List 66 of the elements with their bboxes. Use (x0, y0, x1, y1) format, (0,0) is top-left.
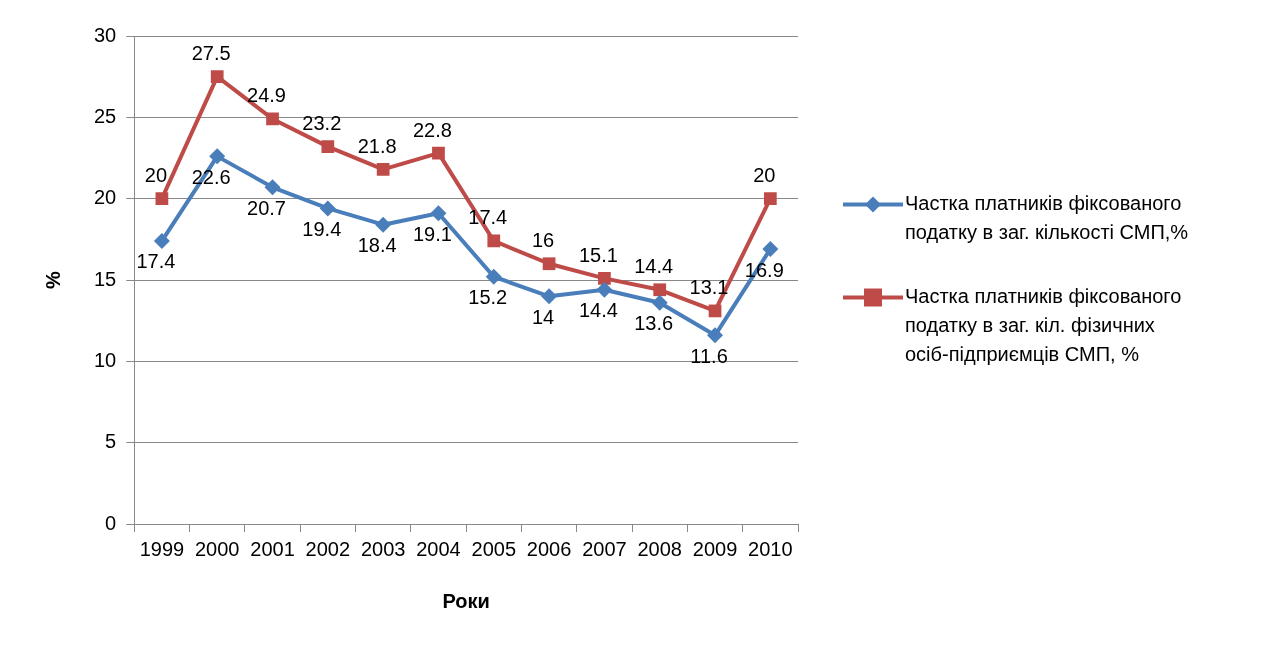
y-axis-title: % (41, 270, 64, 289)
y-tick-label: 30 (94, 23, 117, 46)
x-tick-label: 2003 (360, 537, 406, 560)
data-label: 14.4 (578, 299, 618, 322)
data-label: 20.7 (247, 196, 286, 219)
data-label: 15.1 (578, 243, 618, 266)
point (596, 281, 613, 298)
data-label: 11.6 (690, 344, 728, 367)
legend-label: Частка платників фіксованого податку в заг. кількості СМП,% (905, 192, 1189, 244)
point (264, 179, 281, 196)
x-tick-label: 2008 (637, 537, 682, 560)
point (153, 232, 170, 249)
x-axis-title: Роки (442, 589, 490, 612)
x-tick-label: 2002 (305, 537, 351, 560)
x-tick-label: 2006 (526, 537, 572, 560)
y-tick-label: 20 (94, 186, 117, 209)
point (375, 216, 392, 233)
legend-label: Частка платників фіксованого податку в заг. кіл. фізичних осіб-підприємців СМП, % (905, 285, 1182, 366)
point (653, 283, 667, 297)
data-label: 20 (753, 164, 776, 187)
data-label: 16 (531, 229, 555, 252)
point (430, 205, 447, 222)
x-tick-label: 1999 (139, 537, 185, 560)
data-label: 20 (144, 164, 168, 187)
point (541, 288, 558, 305)
point (376, 163, 390, 176)
y-tick-label: 0 (105, 511, 117, 534)
data-label: 24.9 (247, 84, 286, 107)
x-tick-label: 2004 (416, 537, 461, 560)
x-tick-label: 2010 (748, 537, 793, 560)
point (762, 241, 779, 258)
data-label: 27.5 (191, 42, 231, 65)
point (651, 294, 668, 311)
point (487, 234, 501, 248)
data-label: 14 (531, 305, 555, 328)
data-label: 22.8 (413, 118, 452, 141)
point (209, 148, 226, 165)
data-label: 14.4 (634, 255, 674, 278)
data-label: 21.8 (357, 134, 397, 157)
data-label: 15.2 (468, 286, 508, 309)
x-tick-label: 2005 (471, 537, 517, 560)
point (210, 70, 224, 84)
point (707, 327, 724, 344)
x-tick-label: 2009 (692, 537, 738, 560)
point (319, 200, 336, 217)
point (155, 192, 169, 206)
x-tick-label: 2001 (250, 537, 295, 560)
data-label: 23.2 (302, 112, 342, 135)
x-tick-label: 2000 (194, 537, 240, 560)
x-tick-label: 2007 (582, 537, 627, 560)
y-tick-label: 25 (94, 104, 117, 127)
y-tick-label: 15 (94, 267, 117, 290)
point (432, 146, 445, 160)
point (763, 192, 777, 206)
point (485, 268, 502, 285)
data-label: 13.6 (634, 312, 674, 335)
y-tick-label: 10 (94, 348, 117, 371)
data-label: 18.4 (357, 234, 397, 257)
y-tick-label: 5 (105, 430, 117, 453)
data-label: 19.1 (413, 222, 452, 245)
point (542, 257, 556, 271)
data-label: 19.4 (302, 217, 342, 240)
point (321, 140, 335, 153)
data-label: 17.4 (136, 250, 176, 273)
point (598, 272, 611, 285)
point (266, 112, 279, 126)
